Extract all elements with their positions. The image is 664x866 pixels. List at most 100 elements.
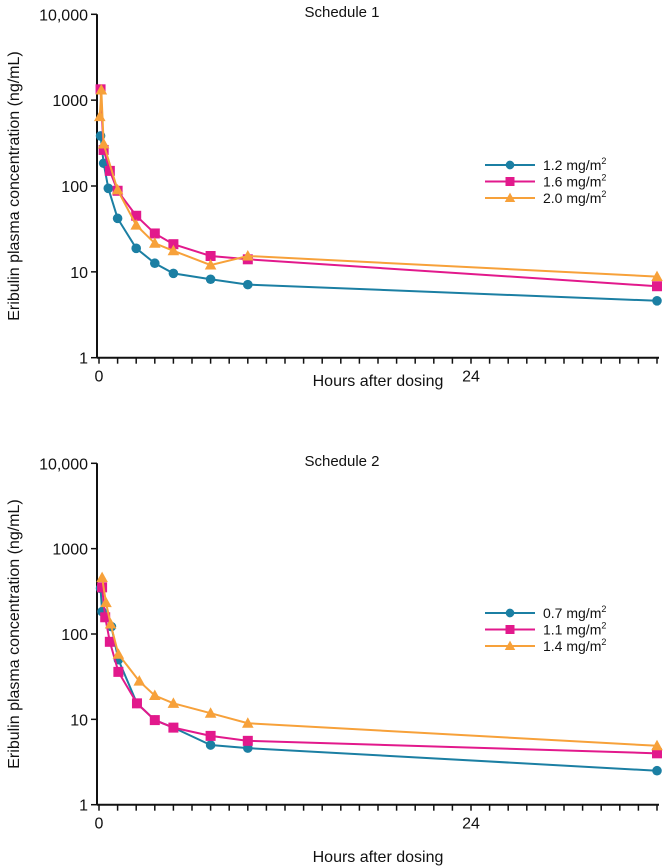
data-point-triangle: [167, 244, 180, 256]
legend-item: 0.7 mg/m2: [485, 604, 606, 621]
legend-label-text: 1.6 mg/m: [543, 174, 601, 190]
data-point-circle: [652, 765, 662, 776]
data-point-square: [98, 144, 109, 155]
legend-item: 1.1 mg/m2: [485, 621, 606, 638]
data-point-circle: [205, 740, 216, 750]
series-triangle: [96, 571, 663, 751]
series-line: [101, 577, 658, 747]
x-tick-label: 24: [462, 816, 480, 833]
y-tick-label: 1000: [52, 93, 88, 110]
legend-item: 1.4 mg/m2: [485, 637, 606, 654]
data-point-triangle: [242, 249, 254, 261]
data-point-triangle: [97, 138, 110, 149]
data-point-triangle: [504, 640, 516, 651]
legend-label-superscript: 2: [601, 604, 606, 614]
data-point-circle: [150, 258, 160, 269]
data-point-circle: [505, 608, 515, 618]
data-point-triangle: [204, 707, 217, 718]
x-tick-label: 0: [95, 369, 104, 386]
data-point-square: [168, 239, 179, 250]
y-axis-label: Eribulin plasma concentration (ng/mL): [6, 51, 23, 320]
data-point-square: [205, 730, 216, 741]
data-point-triangle: [204, 259, 217, 270]
data-point-triangle: [651, 739, 663, 751]
legend-label: 1.1 mg/m2: [543, 621, 606, 638]
data-point-triangle: [100, 596, 112, 608]
panel-schedule-1: 1 10 100 1000 10,000 0 24 Schedule 1 Hours after…: [6, 4, 663, 390]
y-tick-label: 10,000: [39, 7, 88, 24]
legend-label: 1.4 mg/m2: [543, 637, 606, 654]
data-point-square: [168, 722, 179, 733]
data-point-square: [149, 228, 160, 239]
data-point-triangle: [104, 617, 117, 629]
legend-label: 2.0 mg/m2: [543, 189, 606, 206]
data-point-triangle: [504, 192, 516, 203]
data-point-triangle: [167, 697, 180, 708]
legend-label: 0.7 mg/m2: [543, 604, 606, 621]
y-tick-label: 10: [70, 712, 88, 729]
data-point-square: [113, 666, 124, 677]
legend-label-superscript: 2: [601, 621, 606, 631]
legend-item: 1.2 mg/m2: [485, 156, 606, 173]
data-point-triangle: [133, 675, 146, 686]
data-point-triangle: [93, 110, 106, 122]
legend-label-superscript: 2: [601, 156, 606, 166]
data-point-square: [97, 582, 108, 593]
data-point-triangle: [111, 183, 124, 195]
data-point-square: [104, 165, 115, 176]
data-point-square: [242, 735, 253, 746]
series-line: [101, 587, 658, 755]
y-tick-label: 1: [79, 798, 88, 815]
data-point-triangle: [112, 648, 125, 659]
data-point-square: [205, 250, 216, 261]
data-point-circle: [652, 296, 662, 306]
legend-label-text: 1.2 mg/m: [543, 157, 601, 173]
series-triangle: [93, 83, 663, 282]
legend-label-superscript: 2: [601, 637, 606, 647]
x-axis-label: Hours after dosing: [313, 849, 444, 866]
data-point-circle: [168, 268, 179, 279]
data-point-square: [505, 177, 515, 186]
y-tick-label: 1000: [52, 542, 88, 559]
data-point-triangle: [242, 717, 254, 728]
legend-label-text: 1.1 mg/m: [543, 622, 601, 638]
panel-schedule-2: 1 10 100 1000 10,000 0 24 Schedule 2 Hours after…: [6, 453, 663, 866]
x-tick-label: 24: [462, 369, 480, 386]
data-point-triangle: [95, 83, 108, 95]
x-axis-label: Hours after dosing: [313, 373, 444, 390]
chart-title: Schedule 1: [304, 4, 379, 21]
y-tick-label: 1: [79, 351, 88, 368]
data-point-triangle: [96, 571, 108, 583]
data-point-square: [149, 715, 160, 726]
y-tick-label: 10: [70, 265, 88, 282]
data-point-triangle: [149, 689, 161, 701]
data-point-circle: [505, 160, 515, 170]
legend-label-text: 2.0 mg/m: [543, 190, 601, 206]
legend-label-superscript: 2: [601, 173, 606, 183]
data-point-square: [104, 636, 115, 647]
data-point-circle: [112, 213, 123, 224]
x-tick-label: 0: [95, 816, 104, 833]
data-point-circle: [131, 243, 141, 254]
data-point-square: [100, 612, 111, 623]
series-line: [99, 89, 658, 288]
legend-label: 1.2 mg/m2: [543, 156, 606, 173]
data-point-square: [505, 625, 515, 634]
data-point-square: [652, 748, 662, 759]
data-point-square: [652, 281, 662, 292]
legend-item: 2.0 mg/m2: [485, 189, 606, 206]
data-point-square: [131, 210, 142, 221]
data-point-circle: [103, 183, 114, 194]
data-point-triangle: [149, 237, 161, 248]
y-tick-label: 100: [61, 627, 88, 644]
data-point-triangle: [130, 219, 142, 230]
series-square: [97, 582, 662, 759]
data-point-triangle: [651, 270, 663, 282]
legend-label: 1.6 mg/m2: [543, 173, 606, 190]
legend-label-text: 1.4 mg/m: [543, 638, 601, 654]
data-point-circle: [243, 279, 253, 290]
y-tick-label: 10,000: [39, 456, 88, 473]
data-point-square: [131, 698, 142, 709]
legend-label-text: 0.7 mg/m: [543, 605, 601, 621]
